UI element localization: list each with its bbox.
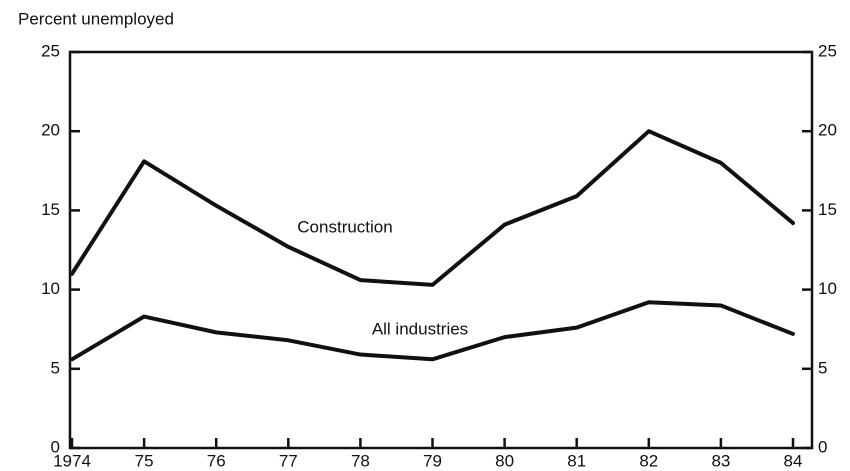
x-tick-label: 79 — [423, 451, 442, 470]
y-tick-label: 15 — [41, 200, 60, 219]
x-tick-label: 80 — [495, 451, 514, 470]
y2-tick-label: 25 — [818, 41, 837, 60]
x-tick-label: 78 — [351, 451, 370, 470]
series-label: All industries — [372, 319, 468, 338]
x-tick-label: 81 — [567, 451, 586, 470]
y2-tick-label: 0 — [818, 437, 827, 456]
series-line — [70, 300, 795, 362]
series-label: Construction — [297, 217, 392, 236]
x-tick-label: 76 — [207, 451, 226, 470]
y-tick-label: 10 — [41, 279, 60, 298]
x-tick-label: 77 — [279, 451, 298, 470]
series-line — [70, 129, 795, 287]
x-tick-label: 75 — [135, 451, 154, 470]
x-tick-label: 84 — [784, 451, 803, 470]
y-tick-label: 0 — [51, 437, 60, 456]
y2-tick-label: 20 — [818, 121, 837, 140]
x-tick-label: 83 — [711, 451, 730, 470]
y-tick-label: 25 — [41, 41, 60, 60]
plot-frame — [68, 50, 814, 450]
y-tick-label: 20 — [41, 121, 60, 140]
x-tick-label: 82 — [639, 451, 658, 470]
chart-title: Percent unemployed — [18, 9, 174, 28]
y2-tick-label: 15 — [818, 200, 837, 219]
y-tick-label: 5 — [51, 358, 60, 377]
y2-tick-label: 5 — [818, 358, 827, 377]
x-tick-label: 1974 — [53, 451, 91, 470]
y2-tick-label: 10 — [818, 279, 837, 298]
